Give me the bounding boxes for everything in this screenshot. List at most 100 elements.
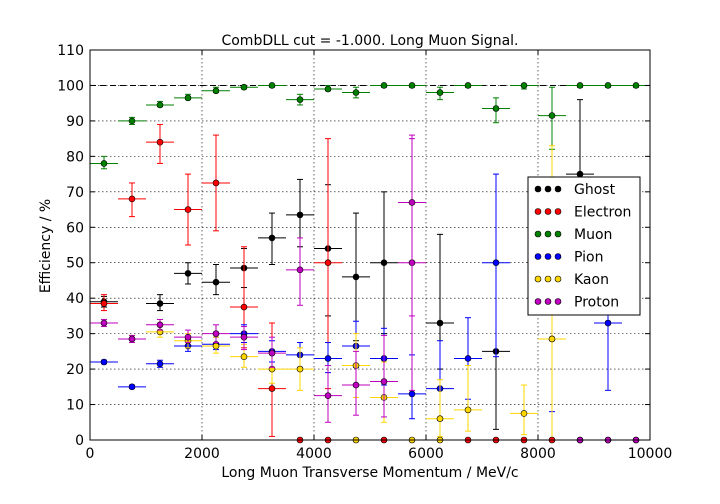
data-point-muon [202,86,230,95]
marker [184,94,192,102]
data-point-ghost [286,178,314,248]
data-point-ghost [202,264,230,296]
marker [408,390,416,398]
legend-label: Proton [574,295,619,311]
data-point-muon [286,93,314,106]
marker [520,82,528,89]
legend-marker [544,185,552,193]
x-tick-label: 8000 [520,446,556,462]
chart-title: CombDLL cut = -1.000. Long Muon Signal. [221,33,518,49]
data-point-proton [146,318,174,331]
marker [156,360,164,368]
marker [268,82,276,89]
y-axis-label: Efficiency / % [38,199,54,293]
legend-label: Kaon [574,272,609,288]
y-tick-label: 10 [66,398,84,414]
y-tick-label: 100 [57,78,84,94]
marker [156,300,164,307]
legend-marker [544,208,552,215]
marker [156,101,164,109]
data-point-pion [482,173,510,358]
marker [352,89,360,96]
data-point-ghost [342,212,370,342]
marker [184,206,192,213]
marker [128,335,136,343]
data-point-muon [342,86,370,99]
y-tick-label: 60 [66,220,84,236]
marker [156,321,164,329]
marker [212,278,220,286]
grid-lines [90,50,650,440]
marker [548,112,556,119]
marker [604,82,612,89]
data-point-proton [314,365,342,423]
marker [240,83,248,91]
data-point-muon [146,100,174,109]
marker [464,355,472,362]
data-point-muon [314,84,342,93]
marker [436,89,444,96]
y-tick-label: 40 [66,291,84,307]
marker [436,319,444,327]
legend-marker [534,185,542,193]
marker [324,355,332,362]
marker [520,410,528,417]
legend: Ghost Electron Muon Pion Kaon Proton [527,176,641,316]
legend-marker [544,253,552,260]
data-point-proton [230,326,258,351]
x-tick-label: 4000 [296,446,332,462]
marker [324,85,332,93]
marker [212,87,220,95]
axis-ticks: 0 2000 4000 6000 8000 10000 0 10 20 30 40 50 60 70 80 9… [57,43,672,462]
legend-marker [554,253,562,260]
data-point-pion [118,383,146,391]
data-point-muon [118,116,146,125]
marker [632,82,640,89]
marker [492,105,500,112]
data-markers [90,82,650,444]
data-point-muon [510,82,538,90]
plot-frame [89,49,651,441]
data-point-kaon [286,347,314,391]
marker [576,170,584,178]
marker [240,353,248,360]
marker [128,117,136,125]
data-point-proton [370,334,398,418]
marker [212,342,220,350]
data-point-proton [90,318,118,328]
data-point-kaon [454,365,482,432]
marker [352,273,360,281]
marker [604,319,612,327]
data-point-electron [118,182,146,218]
marker [240,333,248,341]
data-point-electron [146,123,174,164]
marker [128,195,136,203]
legend-marker [534,208,542,215]
marker [184,270,192,277]
marker [296,211,304,219]
data-point-muon [566,82,594,89]
marker [324,259,332,267]
data-point-ghost [370,191,398,335]
marker [100,300,108,307]
data-point-kaon [230,343,258,368]
marker [296,96,304,103]
data-point-ghost [146,294,174,312]
marker [212,179,220,187]
data-point-pion [90,358,118,366]
data-point-muon [230,83,258,91]
marker [156,138,164,146]
legend-marker [534,275,542,283]
y-tick-label: 50 [66,256,84,272]
marker [380,82,388,89]
data-point-kaon [426,379,454,437]
x-tick-label: 10000 [628,446,673,462]
data-point-muon [454,82,482,89]
data-point-muon [398,82,426,89]
legend-marker [534,230,542,238]
y-tick-label: 80 [66,149,84,165]
data-point-muon [594,82,622,89]
legend-label: Electron [574,205,631,221]
x-tick-label: 0 [86,446,95,462]
